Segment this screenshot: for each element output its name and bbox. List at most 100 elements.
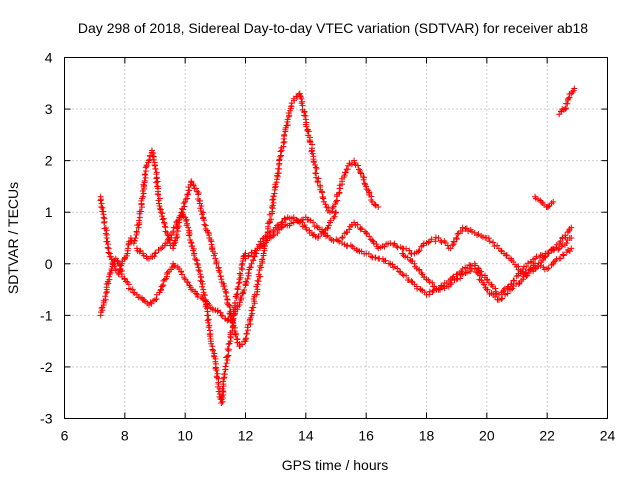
data-point bbox=[244, 324, 251, 331]
x-tick-label: 22 bbox=[539, 428, 555, 444]
data-point bbox=[484, 286, 491, 293]
data-point bbox=[332, 209, 339, 216]
data-point bbox=[432, 234, 439, 241]
data-point bbox=[243, 330, 250, 337]
data-point bbox=[245, 270, 252, 277]
data-point bbox=[447, 245, 454, 252]
data-point bbox=[170, 228, 177, 235]
data-point bbox=[266, 235, 273, 241]
data-point bbox=[284, 116, 291, 123]
data-point bbox=[438, 239, 445, 246]
data-point bbox=[198, 211, 205, 218]
data-point bbox=[405, 277, 412, 284]
x-tick-label: 16 bbox=[358, 428, 374, 444]
data-point bbox=[278, 224, 285, 231]
data-point bbox=[264, 237, 271, 244]
data-point bbox=[190, 247, 197, 254]
data-point bbox=[102, 293, 109, 300]
data-point bbox=[133, 245, 140, 252]
data-point bbox=[351, 219, 358, 226]
data-point bbox=[268, 216, 275, 223]
data-point bbox=[568, 224, 575, 231]
data-point bbox=[309, 232, 316, 239]
data-point bbox=[481, 281, 488, 288]
data-point bbox=[564, 100, 571, 107]
data-point bbox=[219, 385, 226, 392]
data-point bbox=[550, 258, 557, 265]
data-point bbox=[145, 157, 152, 164]
data-point bbox=[227, 313, 234, 320]
data-point bbox=[209, 346, 216, 353]
data-point bbox=[498, 247, 505, 254]
data-point bbox=[198, 274, 205, 281]
data-point bbox=[568, 235, 575, 241]
data-point bbox=[288, 103, 295, 110]
data-point bbox=[101, 219, 108, 226]
data-point bbox=[331, 213, 338, 220]
data-point bbox=[223, 360, 230, 367]
data-point bbox=[226, 304, 233, 311]
data-point bbox=[239, 341, 246, 348]
data-point bbox=[429, 279, 436, 286]
data-point bbox=[545, 250, 552, 257]
data-point bbox=[154, 190, 161, 197]
data-point bbox=[184, 191, 191, 198]
data-point bbox=[301, 222, 308, 229]
data-point bbox=[277, 148, 284, 155]
data-point bbox=[220, 389, 227, 396]
data-point bbox=[183, 218, 190, 225]
data-point bbox=[325, 222, 332, 229]
data-point bbox=[396, 268, 403, 275]
x-tick-label: 10 bbox=[177, 428, 193, 444]
data-point bbox=[402, 253, 409, 260]
data-point bbox=[233, 291, 240, 298]
data-point bbox=[270, 193, 277, 200]
data-point bbox=[177, 212, 184, 219]
data-point bbox=[194, 260, 201, 267]
data-point bbox=[281, 215, 288, 222]
data-point bbox=[104, 244, 111, 251]
data-point bbox=[208, 340, 215, 347]
data-point bbox=[454, 231, 461, 238]
data-point bbox=[538, 198, 545, 205]
data-point bbox=[133, 228, 140, 235]
data-point bbox=[214, 308, 221, 315]
data-point bbox=[569, 89, 576, 96]
data-point bbox=[141, 297, 148, 304]
data-point bbox=[415, 248, 422, 255]
data-point bbox=[368, 253, 375, 260]
data-point bbox=[260, 250, 267, 257]
data-point bbox=[474, 269, 481, 276]
data-point bbox=[226, 310, 233, 317]
data-point bbox=[247, 314, 254, 321]
data-point bbox=[545, 265, 552, 272]
data-point bbox=[181, 274, 188, 281]
data-point bbox=[104, 238, 111, 245]
data-point bbox=[466, 261, 473, 268]
data-point bbox=[193, 257, 200, 264]
x-axis-label: GPS time / hours bbox=[282, 457, 389, 473]
data-point bbox=[186, 230, 193, 237]
data-point bbox=[544, 265, 551, 272]
data-point bbox=[224, 353, 231, 360]
data-point bbox=[287, 220, 294, 227]
data-point bbox=[245, 253, 252, 260]
grid bbox=[64, 57, 608, 419]
data-point bbox=[170, 245, 177, 252]
data-point bbox=[490, 239, 497, 246]
y-tick-label: 2 bbox=[45, 153, 53, 169]
data-point bbox=[303, 123, 310, 130]
data-point bbox=[322, 201, 329, 208]
data-point bbox=[500, 287, 507, 294]
data-point bbox=[181, 203, 188, 210]
data-point bbox=[303, 226, 310, 233]
data-point bbox=[202, 297, 209, 304]
data-point bbox=[161, 276, 168, 283]
data-point bbox=[463, 225, 470, 232]
data-point bbox=[347, 242, 354, 249]
data-point bbox=[242, 250, 249, 257]
data-point bbox=[372, 254, 379, 261]
data-point bbox=[459, 271, 466, 278]
data-point bbox=[186, 187, 193, 194]
